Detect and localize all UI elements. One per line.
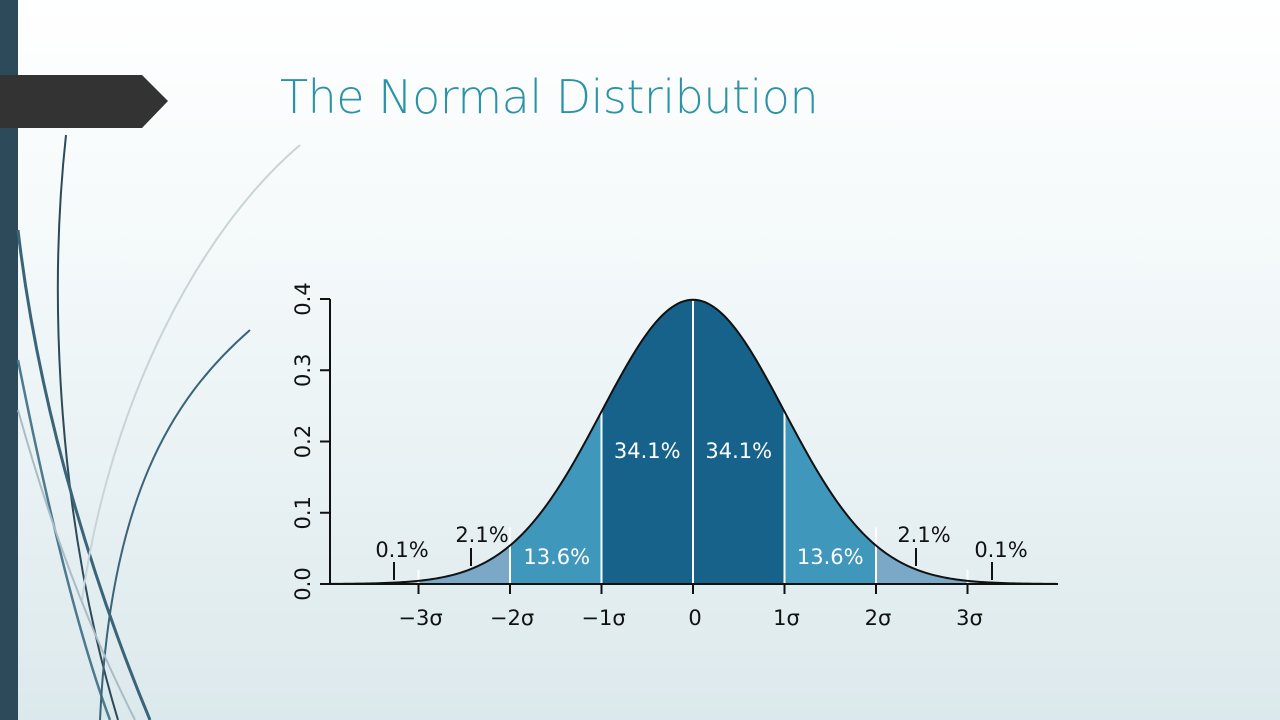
tail-label-left: 0.1%	[375, 538, 428, 562]
region-label-1: 13.6%	[523, 545, 590, 569]
y-tick-label-0: 0.0	[291, 567, 315, 600]
tail-label-right: 0.1%	[974, 538, 1027, 562]
y-tick-label-3: 0.3	[291, 354, 315, 387]
region-label-0: 2.1%	[455, 523, 508, 547]
region-label-3: 34.1%	[705, 439, 772, 463]
region-0	[418, 545, 510, 584]
region-label-2: 34.1%	[614, 439, 681, 463]
x-tick-label-2: −1σ	[581, 606, 625, 630]
density-curve	[329, 298, 1057, 585]
decorative-curves	[16, 134, 301, 720]
x-tick-label-3: 0	[688, 606, 701, 630]
title-tab-marker	[0, 75, 168, 128]
x-tick-label-4: 1σ	[773, 606, 800, 630]
x-tick-label-1: −2σ	[490, 606, 534, 630]
page-title: The Normal Distribution	[280, 70, 819, 124]
x-tick-label-6: 3σ	[956, 606, 983, 630]
y-tick-label-2: 0.2	[291, 425, 315, 458]
slide-left-accent-bar	[0, 0, 18, 720]
region-label-5: 2.1%	[897, 523, 950, 547]
x-tick-label-0: −3σ	[398, 606, 442, 630]
y-tick-label-4: 0.4	[291, 282, 315, 315]
region-5	[876, 545, 968, 584]
region-label-4: 13.6%	[797, 545, 864, 569]
x-tick-label-5: 2σ	[865, 606, 892, 630]
y-tick-label-1: 0.1	[291, 496, 315, 529]
